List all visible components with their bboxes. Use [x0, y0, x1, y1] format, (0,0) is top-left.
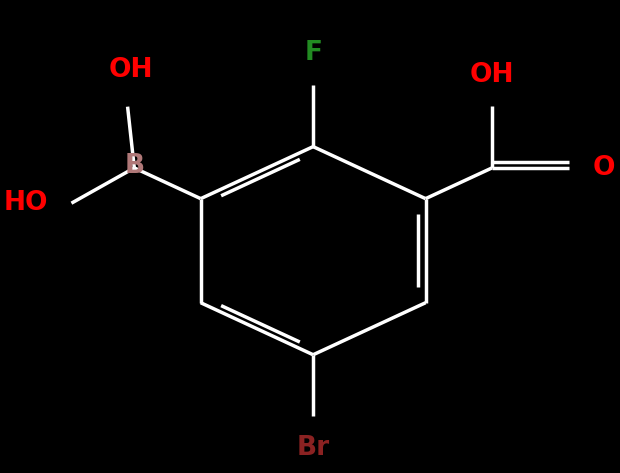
Text: HO: HO — [3, 190, 48, 216]
Text: B: B — [124, 153, 144, 178]
Text: O: O — [592, 155, 615, 181]
Text: OH: OH — [470, 61, 514, 88]
Text: OH: OH — [108, 57, 153, 83]
Text: F: F — [304, 40, 322, 66]
Text: Br: Br — [296, 435, 330, 461]
